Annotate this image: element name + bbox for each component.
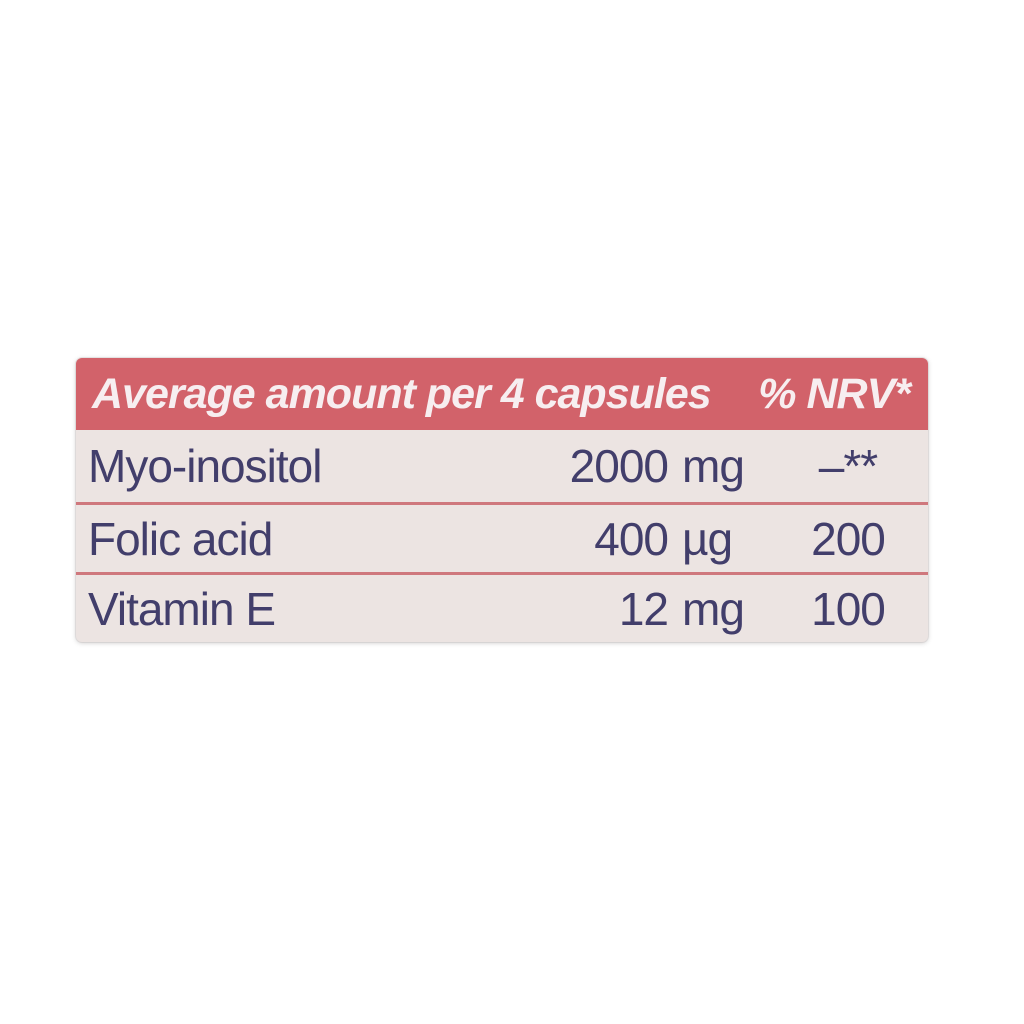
ingredient-amount-value: 400 [594, 512, 669, 565]
ingredient-amount-value: 12 [618, 582, 669, 635]
ingredient-amount-unit: µg [682, 512, 733, 565]
header-average-amount-label: Average amount per 4 capsules [92, 369, 712, 418]
table-row-vitamin-e: Vitamin E 12 mg 100 [76, 575, 928, 642]
ingredient-name: Folic acid [88, 512, 273, 565]
ingredient-name: Vitamin E [88, 582, 276, 635]
row-separator [76, 572, 928, 575]
supplement-facts-label: Average amount per 4 capsules % NRV* Myo… [76, 358, 928, 642]
table-header-row: Average amount per 4 capsules % NRV* [76, 358, 928, 430]
ingredient-amount-unit: mg [682, 582, 745, 635]
row-separator [76, 502, 928, 505]
ingredient-nrv-value: –** [818, 440, 878, 492]
header-percent-nrv-label: % NRV* [758, 369, 911, 418]
ingredient-name: Myo-inositol [88, 440, 322, 492]
table-row-folic-acid: Folic acid 400 µg 200 [76, 505, 928, 572]
table-row-myo-inositol: Myo-inositol 2000 mg –** [76, 430, 928, 502]
ingredient-amount-unit: mg [682, 440, 745, 492]
ingredient-amount-value: 2000 [569, 440, 669, 492]
ingredient-nrv-value: 200 [811, 512, 886, 565]
ingredient-nrv-value: 100 [811, 582, 886, 635]
